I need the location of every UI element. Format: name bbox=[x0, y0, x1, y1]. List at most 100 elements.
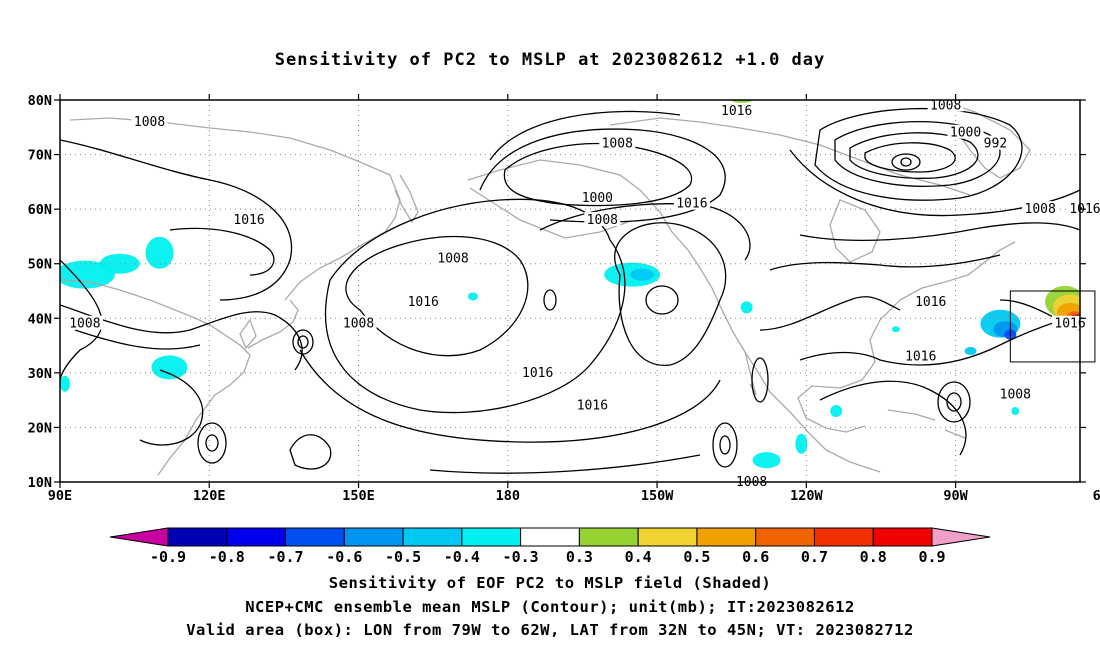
colorbar-label: 0.4 bbox=[625, 548, 652, 566]
contour-low-atlantic bbox=[937, 381, 971, 423]
lon-tick-label: 120E bbox=[193, 488, 226, 504]
contour-label: 1008 bbox=[587, 213, 618, 228]
contour-1016-south bbox=[429, 454, 701, 474]
colorbar-swatch bbox=[872, 527, 933, 547]
lon-tick-label: 90E bbox=[48, 488, 72, 504]
sensitivity-patch bbox=[467, 292, 478, 301]
colorbar-swatch bbox=[167, 527, 228, 547]
colorbar-swatch bbox=[285, 527, 345, 547]
coastline-japan bbox=[247, 299, 299, 349]
contour-label: 1016 bbox=[233, 213, 264, 228]
sensitivity-patch bbox=[891, 326, 900, 333]
contour-1000-aleutian bbox=[503, 142, 693, 207]
contour-label-bg bbox=[912, 293, 949, 308]
lon-tick-label: 120W bbox=[790, 488, 823, 504]
contour-high-east bbox=[645, 285, 679, 315]
sensitivity-patch bbox=[151, 355, 188, 380]
contour-label: 1016 bbox=[915, 295, 946, 310]
colorbar-swatch bbox=[343, 527, 404, 547]
contour-1008-gulf bbox=[819, 380, 967, 456]
contour-label: 1008 bbox=[69, 317, 100, 332]
colorbar-label: -0.7 bbox=[267, 548, 303, 566]
contour-labels: 1008 1016 1008 1008 1016 1008 1000 1008 1008 1016… bbox=[66, 97, 1100, 490]
contour-992-inner-1 bbox=[489, 110, 681, 161]
contour-icelandic-1 bbox=[814, 107, 1023, 201]
colorbar-label: -0.3 bbox=[503, 548, 539, 566]
contour-label: 1008 bbox=[134, 115, 165, 130]
contour-label-bg bbox=[231, 212, 268, 227]
coastline-hudson bbox=[829, 199, 881, 263]
lon-tick-label: 180 bbox=[496, 488, 520, 504]
caption-line-1: Sensitivity of EOF PC2 to MSLP field (Sh… bbox=[328, 574, 772, 592]
colorbar: -0.9 -0.8 -0.7 -0.6 -0.5 -0.4 -0.3 0.3 0.4 0.5 0.6… bbox=[109, 527, 991, 566]
colorbar-label: -0.4 bbox=[444, 548, 480, 566]
colorbar-swatch bbox=[402, 527, 463, 547]
contour-label: 1008 bbox=[343, 317, 374, 332]
contour-label: 1008 bbox=[930, 98, 961, 113]
contour-label: 1000 bbox=[950, 126, 981, 141]
contour-label-bg bbox=[435, 250, 472, 265]
coastline-na-north bbox=[609, 117, 971, 196]
contour-label-bg bbox=[997, 386, 1034, 401]
contour-label-bg bbox=[1052, 315, 1089, 330]
contour-low-sea bbox=[139, 369, 204, 446]
colorbar-swatch bbox=[461, 527, 522, 547]
valid-area-box bbox=[1009, 290, 1096, 363]
contour-low-atlantic-inner bbox=[946, 392, 962, 412]
contour-1008-west bbox=[60, 259, 103, 381]
colorbar-swatch bbox=[696, 527, 757, 547]
colorbar-swatch bbox=[755, 527, 815, 547]
contour-1008-sea bbox=[74, 329, 201, 350]
contour-label: 1016 bbox=[905, 349, 936, 364]
sensitivity-patch bbox=[145, 236, 174, 269]
coastline-korea bbox=[239, 318, 257, 350]
sensitivity-patch bbox=[1011, 407, 1020, 416]
colorbar-high-arrow bbox=[931, 527, 991, 547]
sensitivity-patch bbox=[795, 433, 808, 454]
contour-label-bg bbox=[405, 293, 442, 308]
coastline-us-gulf bbox=[797, 319, 881, 433]
contour-label-bg bbox=[66, 315, 103, 330]
coastline-kamchatka bbox=[394, 174, 419, 224]
colorbar-swatch bbox=[813, 527, 874, 547]
lon-tick-label: 60W bbox=[1093, 488, 1100, 504]
contour-1016-big bbox=[324, 198, 626, 414]
contour-label-bg bbox=[947, 124, 984, 139]
lon-tick-label: 90W bbox=[943, 488, 968, 504]
contour-icelandic-4 bbox=[864, 142, 956, 173]
contour-label-bg bbox=[902, 348, 939, 363]
colorbar-label: 0.8 bbox=[860, 548, 887, 566]
contour-label: 1016 bbox=[408, 295, 439, 310]
contour-1016-atlantic bbox=[799, 222, 1080, 241]
coastlines bbox=[60, 100, 1031, 476]
coastline-aleutians bbox=[469, 187, 629, 239]
contour-label: 1016 bbox=[676, 197, 707, 212]
contour-low-mexico-inner bbox=[719, 435, 731, 455]
colorbar-swatch bbox=[520, 527, 580, 547]
caption-line-2: NCEP+CMC ensemble mean MSLP (Contour); u… bbox=[245, 598, 855, 616]
colorbar-label: -0.8 bbox=[209, 548, 245, 566]
contour-label-bg bbox=[673, 195, 710, 210]
contour-label-bg bbox=[519, 364, 556, 379]
lat-tick-label: 60N bbox=[28, 202, 52, 218]
colorbar-label: 0.7 bbox=[801, 548, 828, 566]
lat-tick-label: 70N bbox=[28, 148, 52, 164]
contour-1016-subtropic bbox=[299, 349, 721, 443]
sensitivity-patch bbox=[752, 452, 781, 469]
colorbar-label: 0.9 bbox=[918, 548, 945, 566]
contour-label: 1008 bbox=[1025, 202, 1056, 217]
colorbar-label: 0.3 bbox=[566, 548, 593, 566]
contour-label-bg bbox=[1022, 201, 1059, 216]
contour-low-taiwan-inner bbox=[205, 434, 219, 452]
sensitivity-patch bbox=[60, 375, 70, 392]
contour-label: 1016 bbox=[522, 366, 553, 381]
coastline-na-east bbox=[879, 241, 1016, 321]
contour-1016-north bbox=[169, 227, 275, 276]
contour-1008-asia bbox=[60, 139, 293, 301]
contour-1016-sw-pacific bbox=[289, 434, 332, 470]
contour-label-bg bbox=[131, 113, 168, 128]
contour-1016-pacific-high bbox=[345, 236, 529, 357]
contour-1016-atlantic-low bbox=[799, 314, 1080, 366]
